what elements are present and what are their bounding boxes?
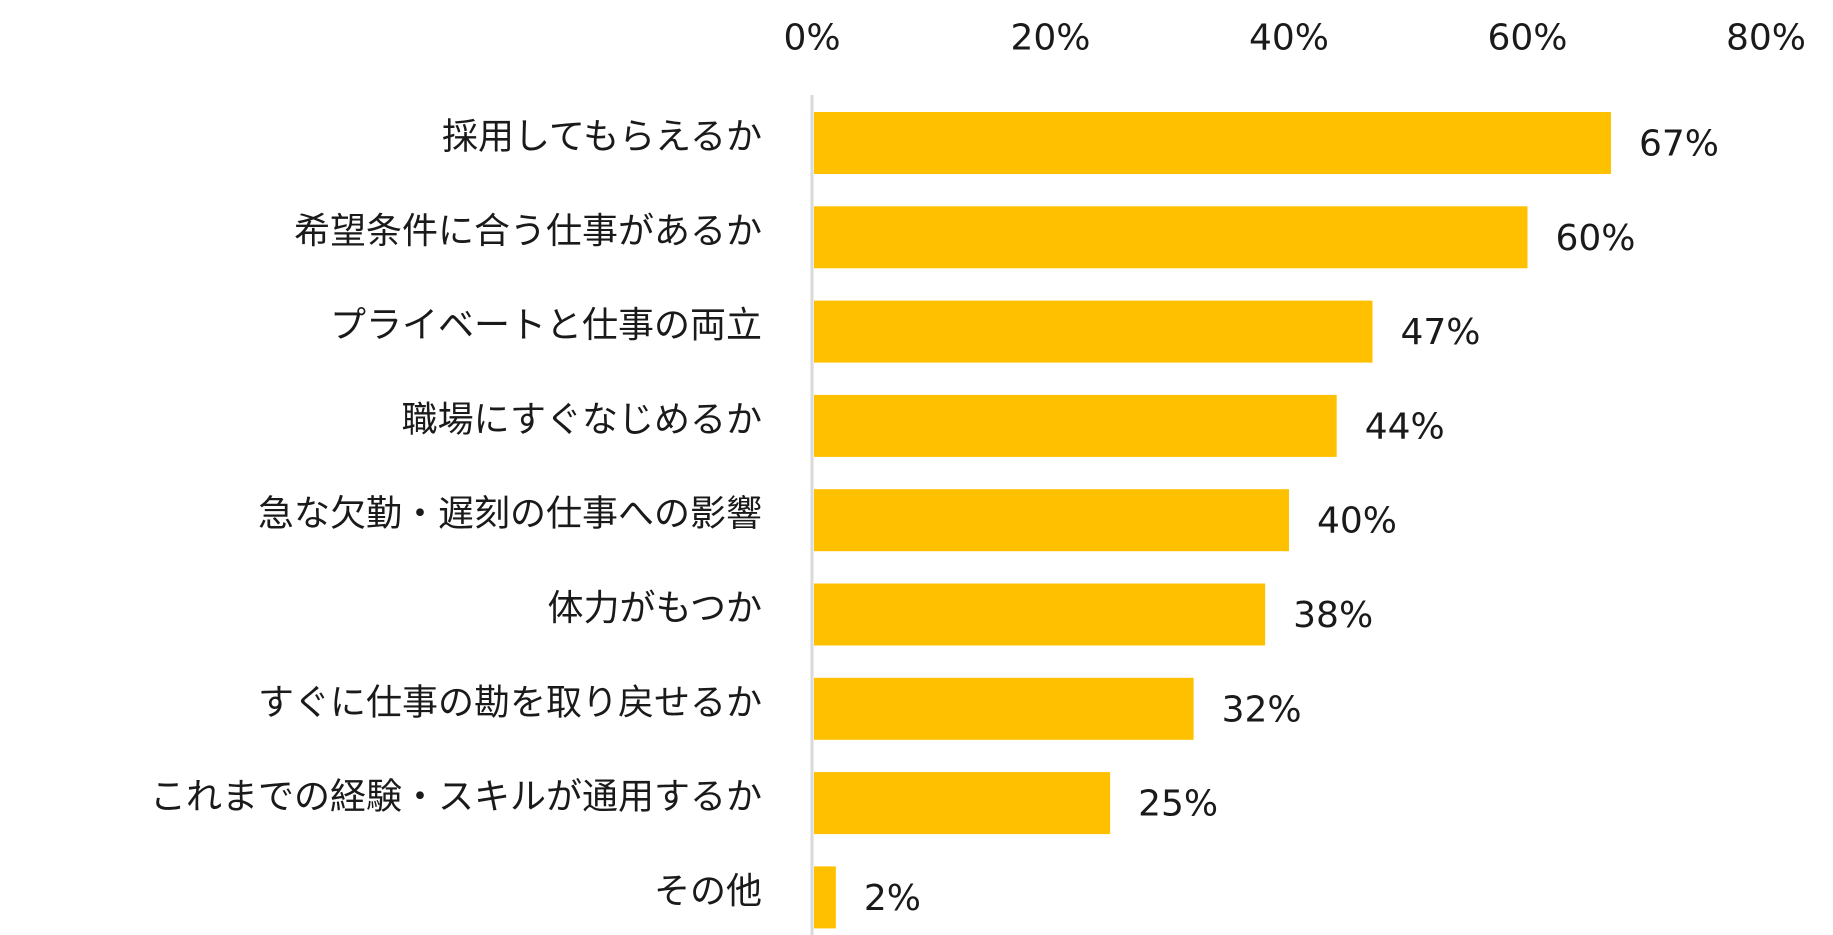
bar bbox=[814, 583, 1266, 646]
bar bbox=[814, 206, 1528, 269]
category-label: 希望条件に合う仕事があるか bbox=[294, 211, 762, 252]
data-label: 2% bbox=[864, 878, 921, 919]
bar bbox=[814, 394, 1337, 457]
category-label: 体力がもつか bbox=[547, 588, 762, 629]
category-label: 急な欠勤・遅刻の仕事への影響 bbox=[258, 494, 762, 535]
data-label: 67% bbox=[1639, 124, 1719, 165]
data-label: 47% bbox=[1400, 312, 1480, 353]
category-labels: 採用してもらえるか希望条件に合う仕事があるかプライベートと仕事の両立職場にすぐな… bbox=[150, 117, 762, 912]
bar bbox=[814, 866, 836, 929]
data-label: 25% bbox=[1138, 784, 1218, 825]
data-label: 38% bbox=[1293, 595, 1373, 636]
data-label: 60% bbox=[1556, 218, 1636, 259]
x-tick-label: 20% bbox=[1010, 18, 1090, 59]
x-tick-label: 60% bbox=[1487, 18, 1567, 59]
category-label: すぐに仕事の勘を取り戻せるか bbox=[258, 682, 762, 723]
x-tick-label: 0% bbox=[783, 18, 840, 59]
bar bbox=[814, 112, 1611, 174]
bar bbox=[814, 300, 1373, 363]
x-tick-label: 40% bbox=[1249, 18, 1329, 59]
bars bbox=[814, 112, 1611, 929]
data-labels: 67% 60% 47% 44% 40% 38% 32% 25% 2% bbox=[864, 124, 1719, 919]
data-label: 32% bbox=[1222, 689, 1302, 730]
x-tick-label: 80% bbox=[1726, 18, 1806, 59]
category-label: 採用してもらえるか bbox=[442, 117, 762, 158]
bar bbox=[814, 489, 1289, 552]
category-label: これまでの経験・スキルが通用するか bbox=[150, 777, 762, 818]
data-label: 40% bbox=[1317, 501, 1397, 542]
category-label: その他 bbox=[654, 871, 762, 912]
bar bbox=[814, 772, 1111, 835]
category-label: プライベートと仕事の両立 bbox=[330, 305, 762, 346]
data-label: 44% bbox=[1365, 406, 1445, 447]
category-label: 職場にすぐなじめるか bbox=[402, 399, 762, 440]
x-axis-ticks: 0% 20% 40% 60% 80% bbox=[783, 18, 1806, 59]
bar bbox=[814, 677, 1194, 740]
